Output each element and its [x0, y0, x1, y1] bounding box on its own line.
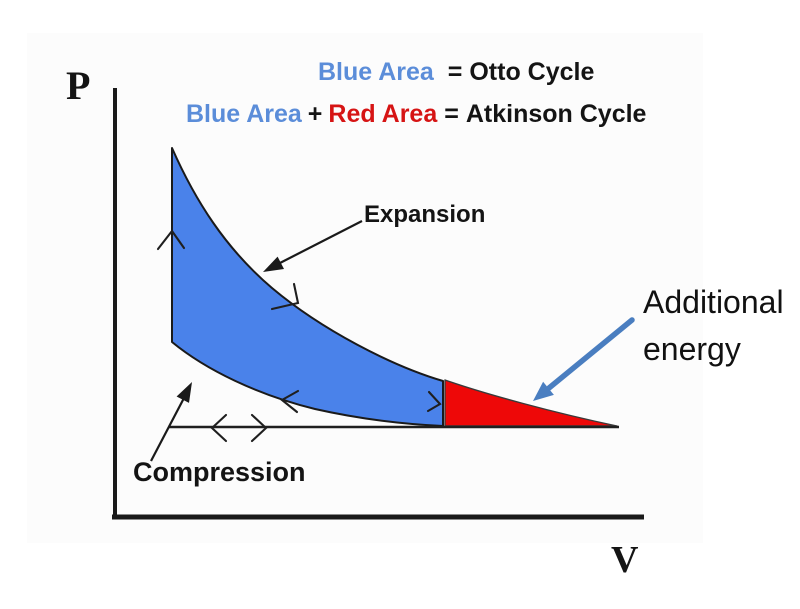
additional-energy-line2: energy [643, 331, 741, 367]
legend-plus-sign: + [307, 100, 323, 128]
down-right-arrow-icon [270, 282, 300, 311]
compression-label: Compression [133, 457, 306, 487]
legend-blue-area-text: Blue Area [318, 58, 434, 86]
pressure-axis-label: P [66, 63, 91, 108]
baseline-left-arrow-icon [210, 413, 228, 443]
legend-equals-sign: = [444, 100, 459, 128]
legend-otto-line: Blue Area = Otto Cycle [318, 58, 594, 87]
up-arrow-icon [156, 229, 186, 251]
additional-energy-line1: Additional [643, 284, 784, 320]
otto-cycle-blue-area [171, 147, 444, 427]
expansion-arrowhead-icon [263, 256, 284, 272]
cycle-direction-chevrons [156, 229, 442, 443]
atkinson-additional-red-area [444, 379, 618, 427]
legend-atkinson-line: Blue Area + Red Area = Atkinson Cycle [186, 100, 646, 129]
diagram-background [27, 33, 703, 543]
down-arrow-icon [426, 390, 442, 413]
additional-energy-arrow [533, 317, 635, 401]
compression-leader-arrow [150, 382, 192, 462]
additional-energy-label: Additional energy [643, 279, 784, 373]
baseline-right-arrow-icon [250, 413, 268, 443]
blue-arrowhead-icon [533, 381, 554, 401]
compression-leader-line [150, 397, 185, 462]
legend-equals-sign: = [447, 58, 463, 86]
legend-blue-area-text: Blue Area [186, 100, 302, 128]
legend-red-area-text: Red Area [328, 100, 438, 128]
volume-axis-label: V [611, 539, 639, 581]
legend-atkinson-cycle-text: Atkinson Cycle [465, 100, 647, 128]
expansion-leader-arrow [263, 220, 363, 272]
legend-otto-cycle-text: Otto Cycle [469, 58, 595, 86]
compression-arrowhead-icon [176, 382, 192, 403]
blue-arrow-shaft [546, 317, 635, 391]
expansion-leader-line [277, 220, 363, 265]
expansion-label: Expansion [364, 201, 486, 228]
left-arrow-icon [280, 389, 300, 414]
